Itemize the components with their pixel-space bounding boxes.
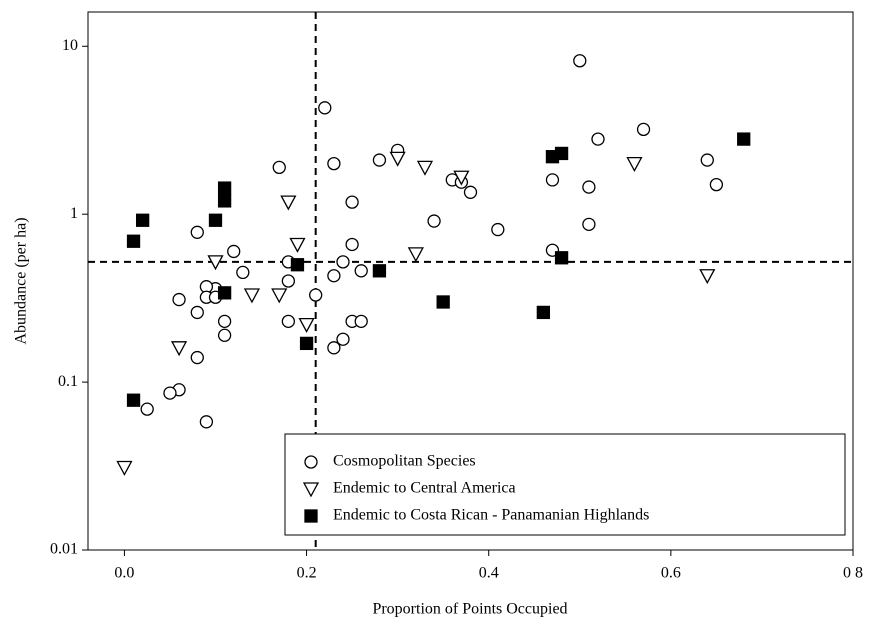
data-point [281,274,296,288]
data-point [699,269,716,285]
data-point [217,194,232,208]
data-point [272,160,286,175]
data-point [190,305,204,320]
data-point [309,288,323,302]
y-tick-label: 0.01 [50,541,78,558]
data-point [298,317,315,333]
legend-label: Endemic to Costa Rican - Panamanian High… [333,507,649,524]
data-point [116,460,133,476]
data-point [217,314,232,329]
data-point [582,180,596,194]
legend-marker [304,509,318,523]
data-point [545,173,560,187]
data-point [336,332,350,346]
data-point [190,225,204,239]
data-point [135,213,150,227]
data-point [591,132,605,146]
data-point [336,255,350,269]
data-point [190,350,204,365]
data-point [372,264,387,278]
data-point [217,181,232,195]
legend-label: Cosmopolitan Species [333,453,476,470]
data-point [126,393,141,407]
data-point [199,415,214,429]
data-point [582,217,596,231]
legend-box [284,433,846,536]
data-point [709,177,724,192]
data-point [737,132,751,146]
data-point [573,54,587,68]
data-point [217,286,232,300]
data-point [327,341,341,355]
y-tick-label: 0.1 [58,373,78,390]
plot-frame [87,11,854,551]
legend-label: Endemic to Central America [333,480,516,497]
data-point [271,288,288,304]
data-point [491,222,505,237]
data-point [427,214,441,228]
data-point [453,170,470,186]
data-point [289,237,306,253]
data-point [217,328,232,342]
data-point [290,258,305,272]
legend-marker [304,455,318,469]
x-tick-label: 0.2 [297,565,317,582]
data-point [636,122,651,137]
x-axis-label: Proportion of Points Occupied [372,601,567,618]
y-axis-label: Abundance (per ha) [13,217,30,344]
data-point [700,153,714,167]
x-tick-label: 0.6 [661,565,681,582]
data-point [140,402,154,416]
y-tick-label: 1 [70,205,78,222]
data-point [236,265,250,280]
data-point [327,156,341,171]
data-point [318,101,332,115]
x-tick-label: 0.0 [114,565,134,582]
x-tick-label: 0 8 [843,565,863,582]
data-point [626,156,643,173]
data-point [436,295,450,309]
data-point [227,244,241,259]
y-tick-label: 10 [62,37,78,54]
data-point [281,314,296,329]
data-point [280,195,297,211]
data-point [354,264,368,278]
data-point [208,213,223,227]
data-point [126,234,141,248]
data-point [299,336,314,351]
data-point [345,237,359,252]
data-point [536,305,551,320]
data-point [172,292,186,307]
data-point [372,153,387,167]
data-point [163,386,177,400]
data-point [554,146,569,161]
data-point [243,288,261,304]
data-point [416,160,434,176]
x-tick-label: 0.4 [479,565,499,582]
data-point [389,151,406,167]
data-point [327,269,341,283]
data-point [554,251,569,265]
data-point [345,195,359,209]
data-point [354,314,368,329]
data-point [407,247,424,263]
data-point [170,341,188,357]
legend-marker [302,482,320,498]
data-point [463,185,478,199]
data-point [207,255,224,271]
